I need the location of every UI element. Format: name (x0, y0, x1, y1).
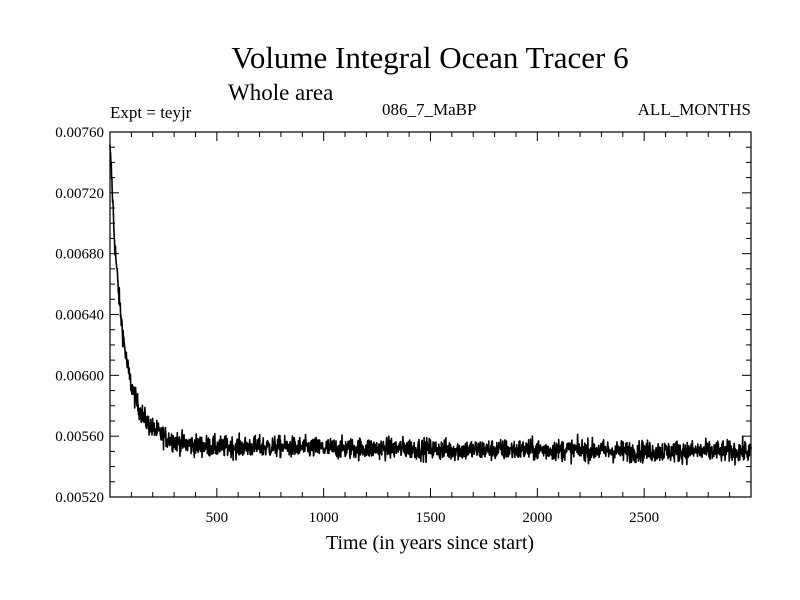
y-tick-label: 0.00560 (55, 429, 104, 445)
x-tick-label: 2500 (629, 510, 659, 526)
chart-subtitle: Whole area (228, 80, 334, 105)
y-tick-label: 0.00520 (55, 490, 104, 506)
x-tick-label: 500 (206, 510, 229, 526)
months-label: ALL_MONTHS (637, 100, 751, 119)
y-tick-label: 0.00760 (55, 125, 104, 141)
x-tick-label: 2000 (522, 510, 552, 526)
y-tick-label: 0.00720 (55, 186, 104, 202)
x-axis-label: Time (in years since start) (325, 532, 535, 554)
x-tick-label: 1000 (309, 510, 339, 526)
y-tick-label: 0.00640 (55, 308, 104, 324)
y-tick-label: 0.00680 (55, 247, 104, 263)
run-label: 086_7_MaBP (382, 100, 477, 119)
series-line (109, 144, 752, 466)
y-tick-label: 0.00600 (55, 368, 104, 384)
chart-title: Volume Integral Ocean Tracer 6 (231, 40, 629, 75)
x-tick-label: 1500 (416, 510, 446, 526)
expt-label: Expt = teyjr (110, 103, 192, 122)
